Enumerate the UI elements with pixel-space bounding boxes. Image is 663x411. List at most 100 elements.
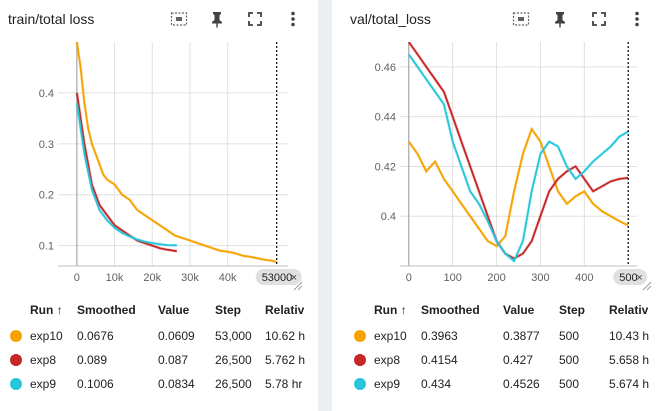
run-name: exp8: [374, 353, 401, 367]
x-tick-label: 40k: [219, 272, 237, 284]
x-tick-label: 10k: [106, 272, 124, 284]
scalar-card-train-total-loss: train/total loss 0 10k 20k 30k 40k 0.1 0.2 0.3 0…: [0, 0, 318, 411]
raw-value: 0.0609: [158, 329, 195, 343]
table-row[interactable]: exp10 0.3963 0.3877 500 10.43 h: [332, 324, 663, 348]
step-value: 26,500: [215, 353, 252, 367]
scalar-card-val-total-loss: val/total_loss 0 100 200 300 400 0.4 0.42 0.44 0…: [332, 0, 663, 411]
step-value: 500: [559, 353, 580, 367]
close-icon[interactable]: ×: [291, 272, 297, 284]
run-color-dot[interactable]: [354, 354, 366, 366]
resize-handle-icon[interactable]: [642, 281, 652, 291]
card-title: val/total_loss: [350, 11, 431, 27]
series-group: [407, 42, 629, 264]
col-header-step[interactable]: Step: [215, 303, 242, 317]
y-tick-label: 0.44: [375, 112, 396, 124]
raw-value: 0.0834: [158, 377, 195, 391]
relative-time: 5.674 h: [609, 377, 650, 391]
step-value: 500: [559, 377, 580, 391]
run-color-dot[interactable]: [354, 330, 366, 342]
relative-time: 10.43 h: [609, 329, 650, 343]
train-loss-chart[interactable]: 0 10k 20k 30k 40k 0.1 0.2 0.3 0.4 53000×: [0, 36, 318, 298]
fullscreen-icon[interactable]: [588, 8, 610, 30]
series-line-exp8[interactable]: [408, 42, 629, 260]
series-raw-exp10: [407, 125, 629, 249]
relative-time: 10.62 h: [265, 329, 306, 343]
run-name: exp10: [30, 329, 63, 343]
smoothed-value: 0.3963: [421, 329, 458, 343]
table-row[interactable]: exp8 0.4154 0.427 500 5.658 h: [332, 348, 663, 372]
cursor-step-badge: [613, 269, 648, 285]
table-row[interactable]: exp9 0.434 0.4526 500 5.674 h: [332, 372, 663, 396]
pin-icon[interactable]: [206, 8, 228, 30]
resize-handle-icon[interactable]: [293, 281, 303, 291]
table-row[interactable]: exp10 0.0676 0.0609 53,000 10.62 h: [0, 324, 318, 348]
x-tick-label: 0: [406, 272, 412, 284]
series-line-exp8[interactable]: [76, 92, 177, 253]
run-name: exp10: [374, 329, 407, 343]
col-header-smoothed[interactable]: Smoothed: [77, 303, 136, 317]
step-value: 53,000: [215, 329, 252, 343]
fullscreen-icon[interactable]: [244, 8, 266, 30]
smoothed-value: 0.1006: [77, 377, 114, 391]
more-menu-icon[interactable]: [282, 8, 304, 30]
x-tick-label: 300: [531, 272, 549, 284]
series-raw-exp10: [75, 42, 278, 264]
cursor-step-badge: [255, 269, 302, 285]
series-line-exp9[interactable]: [408, 53, 629, 263]
run-color-dot[interactable]: [10, 378, 22, 390]
y-tick-label: 0.3: [39, 139, 54, 151]
col-header-smoothed[interactable]: Smoothed: [421, 303, 480, 317]
val-loss-chart[interactable]: 0 100 200 300 400 0.4 0.42 0.44 0.46 500×: [332, 36, 663, 298]
run-name: exp9: [30, 377, 57, 391]
col-header-relative[interactable]: Relativ: [265, 303, 305, 317]
more-menu-icon[interactable]: [626, 8, 648, 30]
table-row[interactable]: exp9 0.1006 0.0834 26,500 5.78 hr: [0, 372, 318, 396]
x-tick-label: 0: [74, 272, 80, 284]
y-tick-label: 0.1: [39, 241, 54, 253]
col-header-value[interactable]: Value: [503, 303, 535, 317]
col-header-relative[interactable]: Relativ: [609, 303, 649, 317]
series-raw-exp9: [75, 102, 177, 247]
series-line-exp10[interactable]: [76, 42, 277, 263]
run-color-dot[interactable]: [10, 354, 22, 366]
x-tick-label: 30k: [181, 272, 199, 284]
smoothed-value: 0.089: [77, 353, 108, 367]
cursor-step-label: 500: [619, 272, 637, 284]
run-color-dot[interactable]: [354, 378, 366, 390]
smoothed-value: 0.0676: [77, 329, 114, 343]
table-row[interactable]: exp8 0.089 0.087 26,500 5.762 h: [0, 348, 318, 372]
close-icon[interactable]: ×: [636, 272, 642, 284]
raw-value: 0.087: [158, 353, 189, 367]
fit-domain-icon[interactable]: [168, 8, 190, 30]
smoothed-value: 0.434: [421, 377, 452, 391]
raw-value: 0.4526: [503, 377, 540, 391]
raw-value: 0.3877: [503, 329, 540, 343]
card-title: train/total loss: [8, 11, 95, 27]
x-tick-label: 400: [575, 272, 593, 284]
relative-time: 5.762 h: [265, 353, 306, 367]
series-group: [75, 42, 278, 264]
col-header-run[interactable]: Run ↑: [374, 303, 407, 317]
series-line-exp10[interactable]: [408, 127, 629, 248]
run-color-dot[interactable]: [10, 330, 22, 342]
pin-icon[interactable]: [549, 8, 571, 30]
col-header-step[interactable]: Step: [559, 303, 586, 317]
y-tick-label: 0.2: [39, 190, 54, 202]
relative-time: 5.658 h: [609, 353, 650, 367]
series-raw-exp8: [407, 42, 629, 261]
smoothed-value: 0.4154: [421, 353, 458, 367]
series-line-exp9[interactable]: [76, 102, 177, 247]
y-tick-label: 0.42: [375, 161, 396, 173]
raw-value: 0.427: [503, 353, 534, 367]
series-raw-exp9: [407, 53, 629, 264]
x-tick-label: 20k: [143, 272, 161, 284]
col-header-value[interactable]: Value: [158, 303, 190, 317]
y-tick-label: 0.4: [39, 88, 54, 100]
fit-domain-icon[interactable]: [510, 8, 532, 30]
step-value: 500: [559, 329, 580, 343]
y-tick-label: 0.46: [375, 62, 396, 74]
step-value: 26,500: [215, 377, 252, 391]
run-name: exp8: [30, 353, 57, 367]
col-header-run[interactable]: Run ↑: [30, 303, 63, 317]
x-tick-label: 200: [487, 272, 505, 284]
